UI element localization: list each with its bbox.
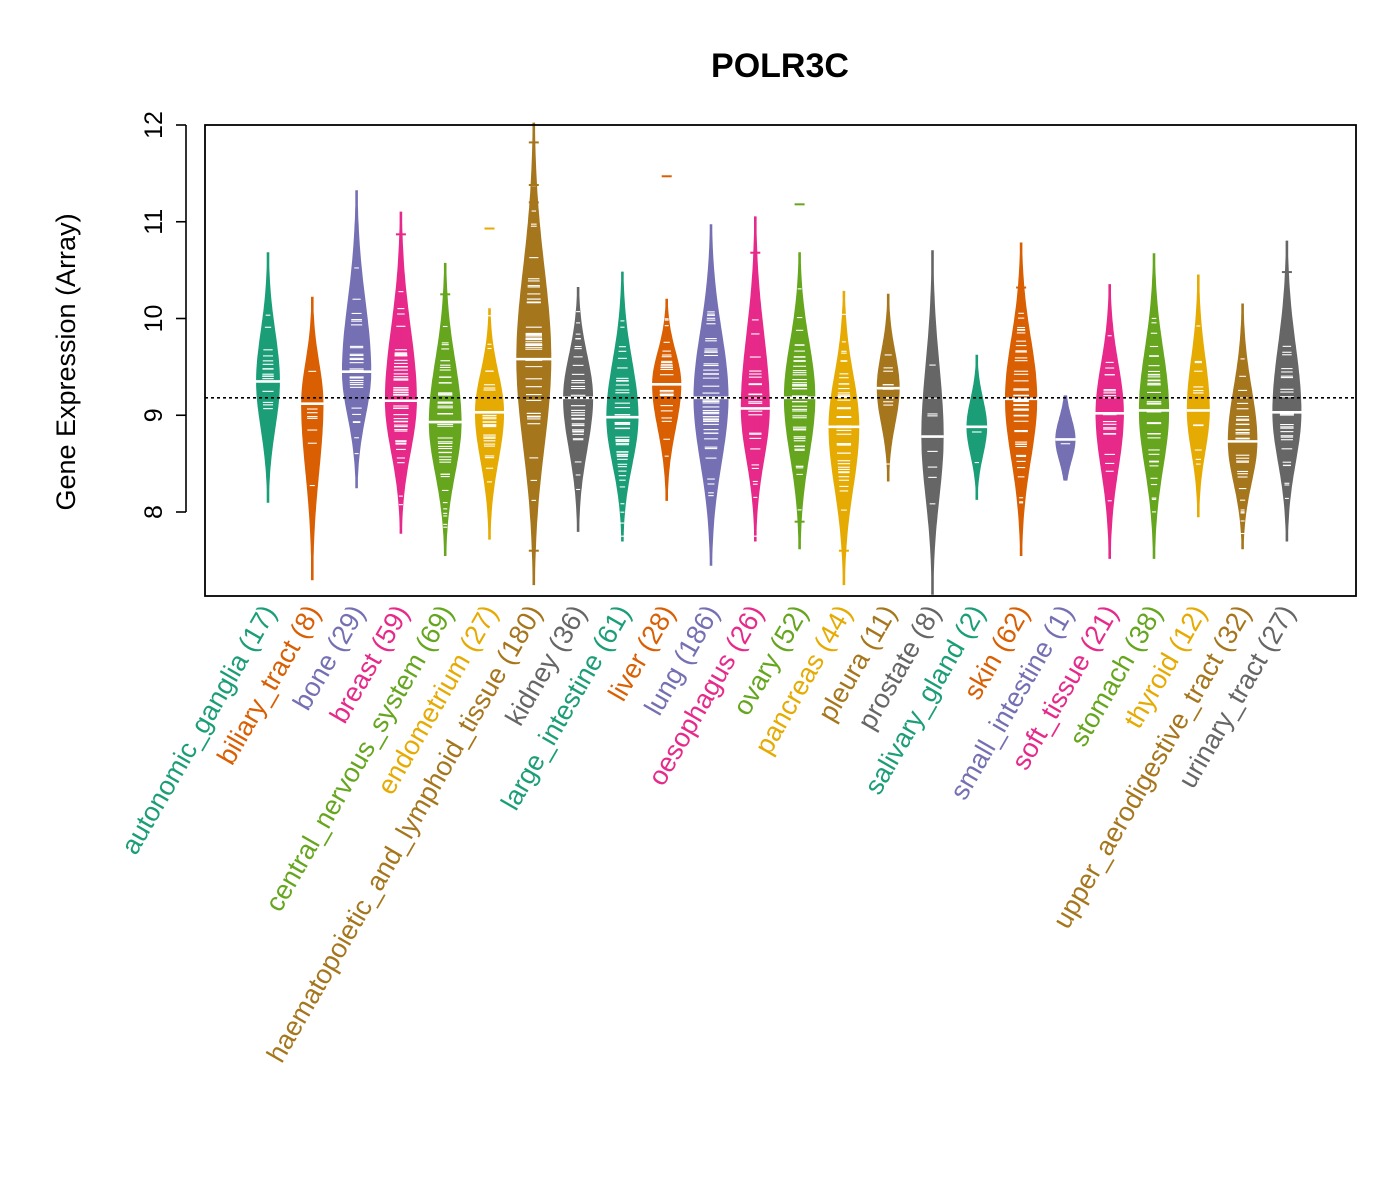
y-tick-label: 8 <box>140 505 168 519</box>
violin-large_intestine <box>606 271 639 542</box>
violin-skin <box>1004 242 1038 556</box>
violin-prostate <box>921 250 944 595</box>
violin-endometrium <box>474 227 505 540</box>
chart-title: POLR3C <box>711 47 849 85</box>
violin-haematopoietic_and_lymphoid_tissue <box>515 122 552 586</box>
violin-urinary_tract <box>1272 240 1302 542</box>
violin-bone <box>341 190 372 489</box>
violin-upper_aerodigestive_tract <box>1227 303 1258 550</box>
violin-pancreas <box>828 290 860 586</box>
violin-breast <box>384 211 418 534</box>
violin-salivary_gland <box>966 354 988 500</box>
violin-oesophagus <box>740 216 770 542</box>
violin-small_intestine <box>1055 395 1076 481</box>
violin-soft_tissue <box>1095 284 1125 559</box>
y-axis-label: Gene Expression (Array) <box>51 213 81 510</box>
violin-biliary_tract <box>301 296 324 581</box>
violin-pleura <box>876 293 900 482</box>
x-axis-labels: autonomic_ganglia (17)biliary_tract (8)b… <box>115 600 1301 1067</box>
violin-autonomic_ganglia <box>256 252 280 503</box>
violin-ovary <box>783 203 816 550</box>
y-tick-label: 10 <box>140 305 168 333</box>
violin-liver <box>651 175 682 501</box>
y-tick-label: 9 <box>140 408 168 422</box>
violin-lung <box>693 224 729 566</box>
violins-layer <box>256 122 1302 595</box>
violin-thyroid <box>1186 274 1210 518</box>
y-tick-label: 12 <box>140 111 168 139</box>
violin-kidney <box>562 287 594 532</box>
y-axis: 8 9 10 11 12 <box>140 111 187 519</box>
y-tick-label: 11 <box>140 209 168 235</box>
violin-stomach <box>1138 253 1170 559</box>
plot-frame <box>204 124 1357 597</box>
violin-central_nervous_system <box>428 262 462 556</box>
